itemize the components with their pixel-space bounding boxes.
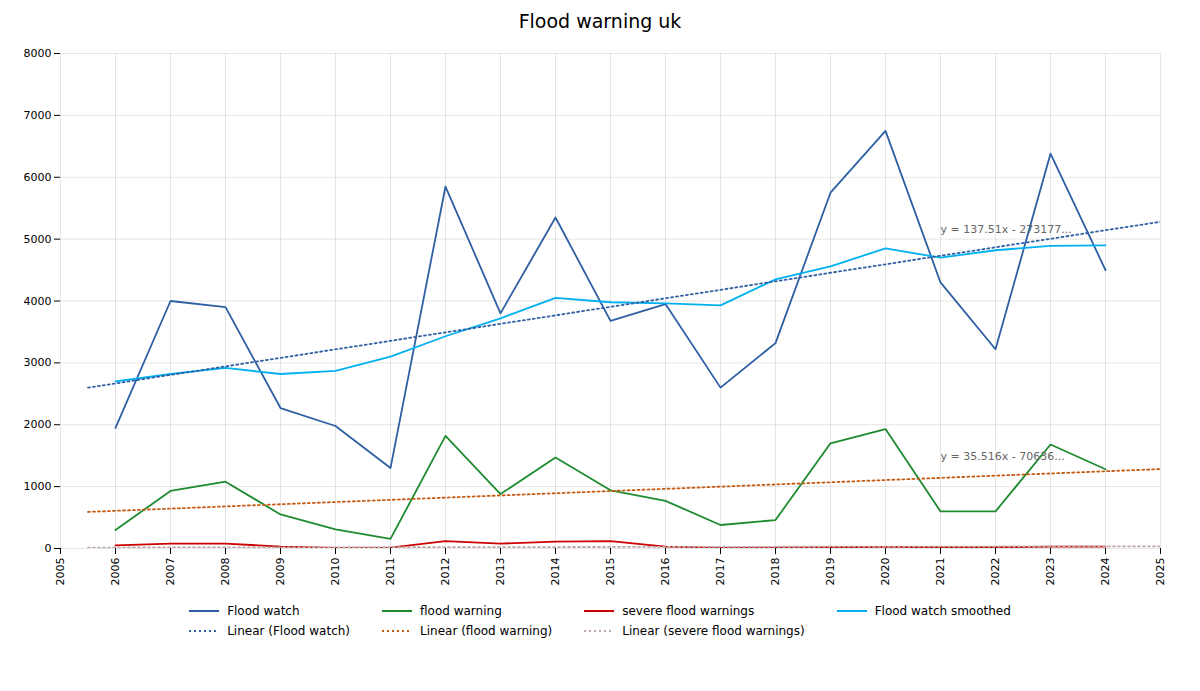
svg-text:2021: 2021 <box>934 558 947 586</box>
html-text:Linear (severe flood warnings): Linear (severe flood warnings) <box>622 624 805 638</box>
svg-text:2013: 2013 <box>494 558 507 586</box>
html-text:Linear (Flood watch): Linear (Flood watch) <box>227 624 350 638</box>
svg-text:1000: 1000 <box>24 480 52 493</box>
html-text:severe flood warnings: severe flood warnings <box>622 604 755 618</box>
svg-text:2007: 2007 <box>164 558 177 586</box>
svg-text:7000: 7000 <box>24 109 52 122</box>
svg-text:8000: 8000 <box>24 47 52 60</box>
svg-text:2014: 2014 <box>549 558 562 586</box>
svg-text:2018: 2018 <box>769 558 782 586</box>
svg-text:2023: 2023 <box>1044 558 1057 586</box>
svg-text:2025: 2025 <box>1154 558 1167 586</box>
svg-text:2015: 2015 <box>604 558 617 586</box>
html-text:Linear (flood warning): Linear (flood warning) <box>420 624 553 638</box>
svg-text:6000: 6000 <box>24 171 52 184</box>
html-text:Flood warning uk: Flood warning uk <box>518 10 682 32</box>
svg-text:2019: 2019 <box>824 558 837 586</box>
svg-text:2020: 2020 <box>879 558 892 586</box>
svg-text:0: 0 <box>45 542 52 555</box>
svg-text:2009: 2009 <box>274 558 287 586</box>
svg-text:3000: 3000 <box>24 356 52 369</box>
svg-text:2006: 2006 <box>109 558 122 586</box>
svg-text:y = 137.51x - 273177...: y = 137.51x - 273177... <box>941 223 1072 236</box>
svg-text:2022: 2022 <box>989 558 1002 586</box>
svg-text:2010: 2010 <box>329 558 342 586</box>
svg-text:2024: 2024 <box>1099 558 1112 586</box>
svg-text:2000: 2000 <box>24 418 52 431</box>
svg-text:y = 35.516x - 70636...: y = 35.516x - 70636... <box>941 450 1065 463</box>
svg-text:2011: 2011 <box>384 558 397 586</box>
html-text:Flood watch: Flood watch <box>227 604 300 618</box>
svg-text:2017: 2017 <box>714 558 727 586</box>
svg-text:2016: 2016 <box>659 558 672 586</box>
svg-text:2012: 2012 <box>439 558 452 586</box>
html-text:Flood watch smoothed: Flood watch smoothed <box>874 604 1011 618</box>
svg-text:5000: 5000 <box>24 233 52 246</box>
svg-text:4000: 4000 <box>24 295 52 308</box>
html-text:flood warning: flood warning <box>420 604 502 618</box>
svg-text:2005: 2005 <box>54 558 67 586</box>
svg-text:2008: 2008 <box>219 558 232 586</box>
